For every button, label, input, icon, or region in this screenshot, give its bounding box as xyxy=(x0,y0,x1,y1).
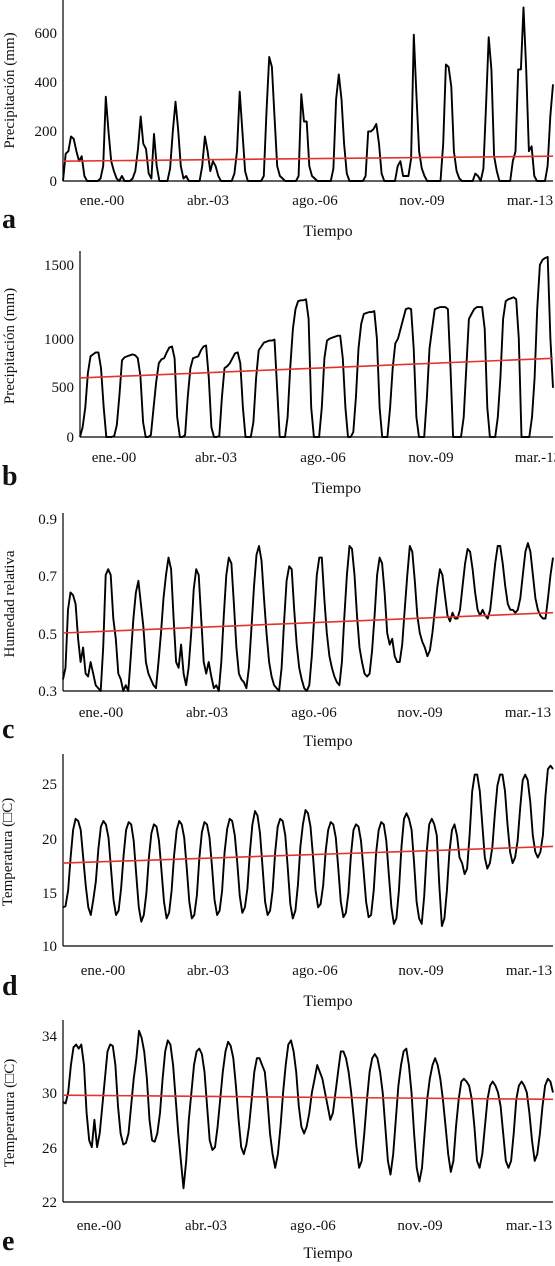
x-tick-label: nov.-09 xyxy=(397,1218,442,1234)
x-tick-label: nov.-09 xyxy=(399,193,444,209)
panel-c: 0.3 0.5 0.7 0.9 ene.-00 abr.-03 ago.-06 nov.-09… xyxy=(2,512,554,750)
y-tick-label: 0 xyxy=(67,430,75,446)
x-tick-label: nov.-09 xyxy=(398,963,443,979)
x-tick-label: abr.-03 xyxy=(195,450,237,466)
y-tick-label: 1000 xyxy=(44,332,74,348)
x-tick-label: mar.-13 xyxy=(505,705,551,721)
trend-line xyxy=(62,611,554,634)
y-tick-label: 0.7 xyxy=(38,569,57,585)
x-tick-label: ene.-00 xyxy=(77,1218,122,1234)
x-tick-label: nov.-09 xyxy=(408,450,453,466)
panel-d: 10 15 20 25 ene.-00 abr.-03 ago.-06 nov.-09 mar.… xyxy=(0,754,554,1010)
x-tick-label: ene.-00 xyxy=(81,963,126,979)
y-tick-label: 10 xyxy=(42,939,57,955)
x-tick-label: ago.-06 xyxy=(290,1218,336,1234)
x-tick-label: abr.-03 xyxy=(185,1218,227,1234)
data-series-line xyxy=(79,256,554,438)
y-tick-label: 400 xyxy=(35,75,58,91)
y-tick-label: 22 xyxy=(42,1195,57,1211)
panel-a: 0 200 400 600 ene.-00 abr.-03 ago.-06 nov.-09 ma… xyxy=(2,0,554,240)
x-tick-label: mar.-13 xyxy=(506,963,552,979)
y-tick-label: 30 xyxy=(42,1086,57,1102)
y-tick-label: 34 xyxy=(42,1029,58,1045)
x-tick-label: ago.-06 xyxy=(292,193,338,209)
x-tick-label: nov.-09 xyxy=(397,705,442,721)
trend-line xyxy=(62,1094,554,1101)
x-tick-label: abr.-03 xyxy=(187,963,229,979)
y-tick-label: 0 xyxy=(50,174,58,190)
y-tick-label: 26 xyxy=(42,1141,58,1157)
panel-letter: a xyxy=(2,204,16,235)
x-tick-label: ago.-06 xyxy=(291,705,337,721)
x-tick-label: ago.-06 xyxy=(300,450,346,466)
x-tick-label: abr.-03 xyxy=(186,705,228,721)
y-axis-label: Precipitación (mm) xyxy=(2,32,18,148)
data-series-line xyxy=(62,1029,554,1190)
data-series-line xyxy=(62,764,554,928)
x-tick-label: ene.-00 xyxy=(80,193,125,209)
panel-letter: c xyxy=(2,714,14,745)
panel-b: 0 500 1000 1500 ene.-00 abr.-03 ago.-06 nov.-09… xyxy=(2,251,555,497)
y-axis-label: Temperatura (□C) xyxy=(2,1059,18,1167)
x-axis-label: Tiempo xyxy=(303,993,352,1010)
panel-letter: d xyxy=(2,971,18,1002)
x-tick-label: mar.-13 xyxy=(506,1218,552,1234)
y-axis-label: Precipitación (mm) xyxy=(2,288,18,404)
panel-letter: e xyxy=(2,1226,14,1257)
data-series-line xyxy=(62,6,554,182)
y-tick-label: 600 xyxy=(35,26,58,42)
y-axis-label: Temperatura (□C) xyxy=(0,798,16,906)
y-tick-label: 0.9 xyxy=(38,512,57,528)
y-tick-label: 0.5 xyxy=(38,627,57,643)
y-tick-label: 500 xyxy=(52,380,75,396)
data-series-line xyxy=(62,542,554,692)
x-tick-label: ene.-00 xyxy=(79,705,124,721)
y-tick-label: 1500 xyxy=(44,258,74,274)
x-axis-label: Tiempo xyxy=(303,223,352,240)
x-axis-label: Tiempo xyxy=(303,733,352,750)
trend-line xyxy=(79,357,554,379)
x-tick-label: abr.-03 xyxy=(187,193,229,209)
y-tick-label: 0.3 xyxy=(38,684,57,700)
panel-e: 22 26 30 34 ene.-00 abr.-03 ago.-06 nov.-09 mar.… xyxy=(2,1020,554,1262)
x-tick-label: mar.-13 xyxy=(515,450,555,466)
x-axis-label: Tiempo xyxy=(303,1245,352,1262)
y-tick-label: 25 xyxy=(42,777,57,793)
trend-line xyxy=(62,155,554,162)
y-tick-label: 200 xyxy=(35,124,58,140)
x-tick-label: ene.-00 xyxy=(92,450,137,466)
x-tick-label: ago.-06 xyxy=(292,963,338,979)
panel-letter: b xyxy=(2,461,18,492)
y-tick-label: 15 xyxy=(42,886,57,902)
x-axis-label: Tiempo xyxy=(312,480,361,497)
y-tick-label: 20 xyxy=(42,832,57,848)
trend-line xyxy=(62,845,554,864)
y-axis-label: Humedad relativa xyxy=(2,550,18,657)
x-tick-label: mar.-13 xyxy=(507,193,553,209)
